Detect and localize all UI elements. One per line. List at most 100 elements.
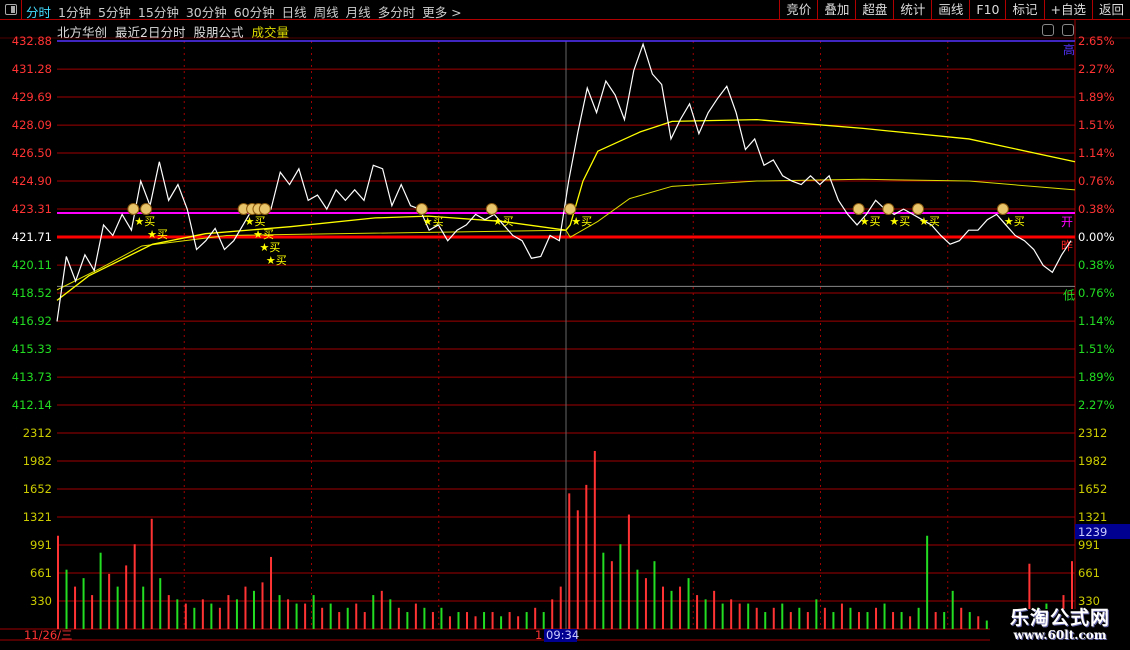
- volume-bar: [525, 612, 528, 629]
- volume-bar: [559, 586, 562, 629]
- volume-bar: [414, 603, 417, 629]
- volume-bar: [312, 595, 315, 629]
- volume-tick-label: 661: [30, 566, 52, 580]
- volume-bar: [832, 612, 835, 629]
- volume-bar: [823, 607, 826, 629]
- watermark-url: www.60lt.com: [1013, 627, 1107, 642]
- tab-4[interactable]: 30分钟: [185, 5, 227, 20]
- pct-tick-label: 0.76%: [1078, 174, 1115, 188]
- toolbar-button-8[interactable]: 返回: [1091, 0, 1130, 20]
- indicator-name[interactable]: 成交量: [251, 25, 289, 40]
- volume-bar: [380, 590, 383, 629]
- volume-bar: [679, 586, 682, 629]
- volume-bar: [755, 607, 758, 629]
- pct-tick-label: 1.51%: [1078, 118, 1115, 132]
- watermark-title: 乐淘公式网: [1009, 607, 1110, 629]
- volume-bar: [108, 573, 111, 629]
- money-bag-icon: [485, 203, 498, 215]
- volume-bar: [270, 556, 273, 629]
- layout-toggle-icon[interactable]: [0, 0, 22, 20]
- volume-bar: [602, 552, 605, 629]
- volume-bar: [610, 561, 613, 629]
- price-tick-label: 423.31: [12, 202, 52, 216]
- volume-bar: [968, 612, 971, 629]
- volume-tick-label-right: 1982: [1078, 454, 1107, 468]
- tab-3[interactable]: 15分钟: [137, 5, 179, 20]
- volume-tick-label: 1982: [23, 454, 52, 468]
- price-tick-label: 428.09: [12, 118, 52, 132]
- tab-9[interactable]: 多分时: [377, 5, 416, 20]
- buy-label: ★买: [493, 215, 514, 228]
- tab-0[interactable]: 分时: [26, 5, 52, 20]
- volume-tick-label-right: 1652: [1078, 482, 1107, 496]
- volume-bar: [448, 616, 451, 629]
- tab-8[interactable]: 月线: [345, 5, 371, 20]
- period-toolbar: 分时 1分钟 5分钟 15分钟 30分钟 60分钟 日线 周线 月线 多分时 更多 > 竞价 叠加 超盘…: [0, 0, 1130, 20]
- volume-bar: [934, 612, 937, 629]
- tab-1[interactable]: 1分钟: [58, 5, 91, 20]
- volume-bar: [287, 599, 290, 629]
- buy-label: ★买: [1004, 215, 1025, 228]
- volume-bar: [466, 612, 469, 629]
- zoom-in-icon[interactable]: [1042, 24, 1054, 36]
- toolbar-button-3[interactable]: 统计: [893, 0, 931, 20]
- volume-bar: [423, 607, 426, 629]
- volume-bar: [644, 578, 647, 629]
- volume-bar: [440, 607, 443, 629]
- volume-bar: [278, 595, 281, 629]
- tab-7[interactable]: 周线: [313, 5, 339, 20]
- pct-tick-label: 2.65%: [1078, 34, 1115, 48]
- volume-bar: [857, 612, 860, 629]
- toolbar-button-0[interactable]: 竞价: [779, 0, 817, 20]
- volume-bar: [926, 535, 929, 629]
- volume-bar: [397, 607, 400, 629]
- volume-bar: [491, 612, 494, 629]
- volume-bar: [951, 590, 954, 629]
- volume-bar: [329, 603, 332, 629]
- price-tick-label: 412.14: [12, 398, 52, 412]
- toolbar-button-6[interactable]: 标记: [1005, 0, 1043, 20]
- price-tick-label: 426.50: [12, 146, 52, 160]
- cursor-prefix: 1: [535, 628, 542, 642]
- watermark-logo: 乐淘公式网 www.60lt.com: [990, 607, 1130, 650]
- chart-title: 北方华创 最近2日分时 股朋公式 成交量: [57, 22, 289, 41]
- money-bag-icon: [258, 203, 271, 215]
- money-bag-icon: [140, 203, 153, 215]
- tab-2[interactable]: 5分钟: [97, 5, 131, 20]
- volume-bar: [840, 603, 843, 629]
- tab-6[interactable]: 日线: [281, 5, 307, 20]
- volume-bar: [201, 599, 204, 629]
- volume-tick-label-right: 661: [1078, 566, 1100, 580]
- volume-bar: [806, 612, 809, 629]
- panel-toggle-icon[interactable]: [1062, 24, 1074, 36]
- money-bag-icon: [127, 203, 140, 215]
- toolbar-button-5[interactable]: F10: [969, 0, 1005, 20]
- price-tick-label: 413.73: [12, 370, 52, 384]
- tab-10[interactable]: 更多 >: [422, 5, 462, 20]
- stock-name: 北方华创: [57, 25, 108, 40]
- volume-bar: [909, 616, 912, 629]
- buy-signal: ★买: [258, 203, 287, 267]
- volume-bar: [74, 586, 77, 629]
- cursor-time-box: [544, 629, 577, 642]
- toolbar-button-4[interactable]: 画线: [931, 0, 969, 20]
- low-marker: 低: [1063, 288, 1075, 302]
- volume-tick-label-right: 991: [1078, 538, 1100, 552]
- volume-bar: [252, 590, 255, 629]
- price-line: [56, 42, 1072, 322]
- buy-signal: ★买: [485, 203, 514, 228]
- volume-tick-label: 330: [30, 594, 52, 608]
- toolbar-button-2[interactable]: 超盘: [855, 0, 893, 20]
- tab-5[interactable]: 60分钟: [233, 5, 275, 20]
- price-tick-label: 418.52: [12, 286, 52, 300]
- volume-tick-label-right: 330: [1078, 594, 1100, 608]
- price-tick-label: 431.28: [12, 62, 52, 76]
- volume-bar: [670, 590, 673, 629]
- toolbar-button-7[interactable]: +自选: [1043, 0, 1092, 20]
- volume-bar: [789, 612, 792, 629]
- chart-mode: 最近2日分时: [115, 25, 186, 40]
- toolbar-button-1[interactable]: 叠加: [817, 0, 855, 20]
- volume-bar: [977, 616, 980, 629]
- money-bag-icon: [912, 203, 925, 215]
